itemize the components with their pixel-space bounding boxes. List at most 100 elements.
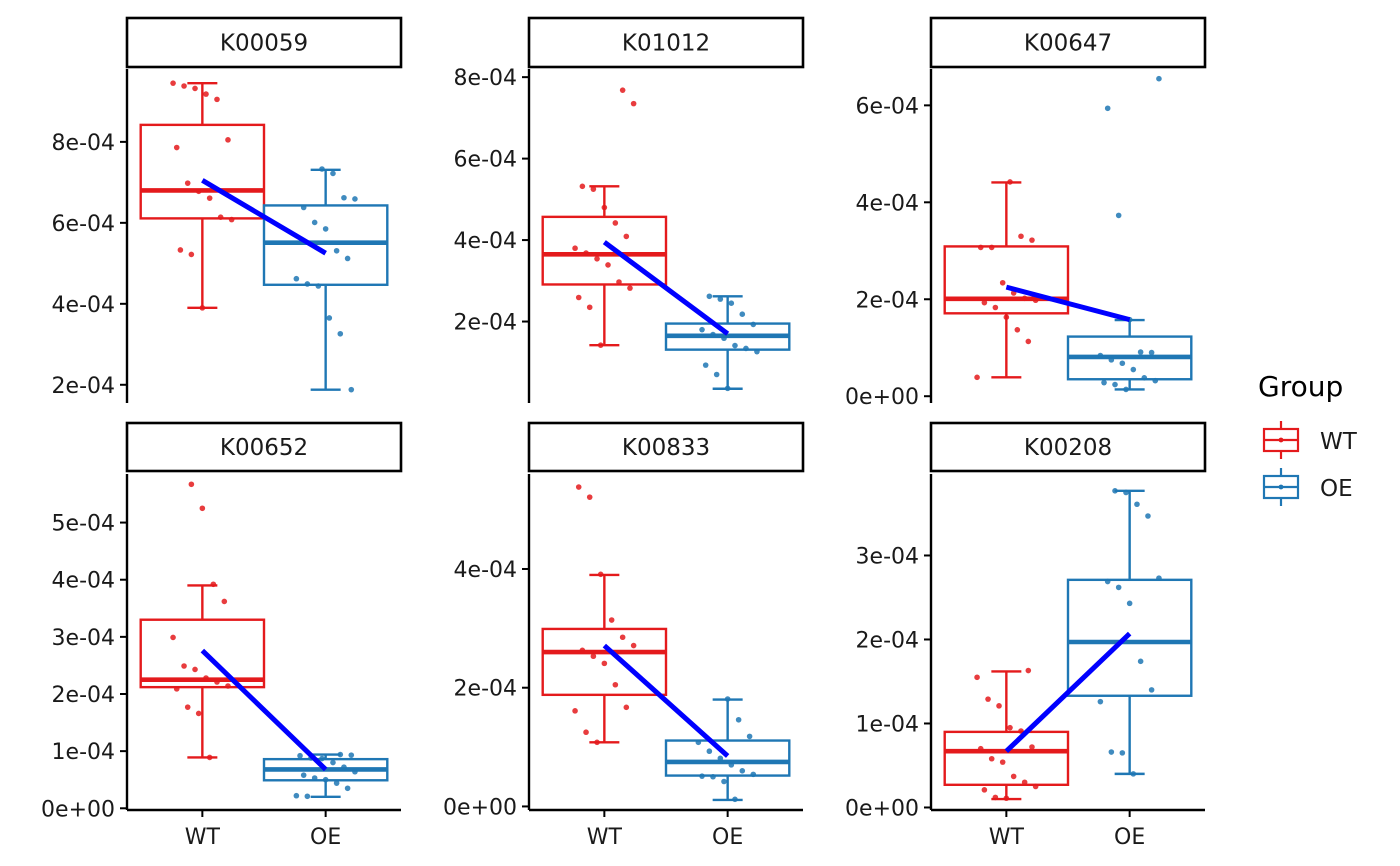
y-tick-label-k00059-2: 6e-04	[52, 212, 115, 237]
point-k00647-wt-8	[1032, 297, 1039, 304]
point-k01012-oe-1	[717, 296, 724, 302]
strip-label-k00647: K00647	[1024, 31, 1112, 57]
box-k00647-oe	[1066, 75, 1193, 393]
point-k00833-wt-10	[623, 704, 630, 711]
strip-k00208	[929, 421, 1207, 473]
point-k00652-wt-3	[221, 598, 228, 605]
point-k00647-oe-9	[1130, 366, 1137, 373]
point-k00059-oe-10	[304, 281, 311, 287]
x-tick-label-k00652-oe: OE	[310, 825, 341, 850]
point-k01012-oe-0	[706, 293, 713, 300]
legend: Group WT OE	[1258, 370, 1358, 506]
y-tick-label-k00059-1: 4e-04	[52, 293, 115, 318]
point-k00647-wt-14	[974, 374, 980, 381]
point-k00833-wt-3	[608, 617, 615, 623]
facet-panel-k00059: K00059 2e-04 4e-04 6e-04 8e-04	[52, 16, 403, 403]
strip-label-k00208: K00208	[1024, 435, 1112, 461]
box-k00833-oe	[664, 696, 791, 803]
point-k00059-oe-6	[322, 226, 329, 232]
legend-key-oe	[1262, 468, 1300, 506]
point-k00833-wt-11	[572, 708, 578, 714]
point-k00208-oe-12	[1119, 750, 1126, 756]
point-k00833-oe-7	[739, 768, 746, 774]
point-k00208-oe-4	[1156, 575, 1162, 581]
point-k00059-wt-7	[184, 180, 191, 186]
y-tick-label-k00647-0: 0e+00	[845, 385, 919, 410]
point-k00208-wt-14	[992, 794, 999, 801]
box-iqr-k00208-oe	[1066, 578, 1193, 697]
legend-label-oe: OE	[1320, 476, 1353, 502]
point-k01012-oe-10	[754, 348, 760, 355]
x-tick-label-k00208-oe: OE	[1114, 825, 1145, 850]
strip-k01012	[527, 16, 805, 69]
mean-line-k00208	[1004, 631, 1132, 754]
y-tick-label-k00647-3: 6e-04	[856, 94, 919, 119]
point-k00208-oe-6	[1115, 584, 1122, 591]
point-k00208-wt-10	[1010, 773, 1017, 780]
point-k00208-oe-7	[1126, 600, 1133, 607]
legend-label-wt: WT	[1320, 429, 1358, 455]
point-k00652-oe-7	[352, 768, 358, 775]
point-k00652-oe-2	[297, 752, 303, 759]
point-k00208-wt-2	[985, 696, 991, 702]
y-tick-label-k00652-1: 1e-04	[52, 740, 115, 765]
point-k00652-wt-12	[195, 710, 202, 717]
x-tick-label-k00833-oe: OE	[712, 825, 743, 850]
box-k01012-wt	[541, 87, 668, 348]
point-k00059-oe-7	[333, 247, 340, 254]
box-k00833-wt	[541, 484, 668, 746]
point-k00059-wt-2	[192, 85, 198, 92]
point-k00208-oe-9	[1148, 687, 1155, 693]
point-k00652-wt-10	[173, 686, 180, 692]
point-k00833-oe-4	[706, 748, 713, 755]
point-k00833-oe-6	[728, 762, 735, 768]
point-k00647-wt-5	[999, 279, 1006, 286]
point-k00059-oe-4	[300, 204, 307, 211]
point-k00647-oe-0	[1156, 75, 1162, 82]
point-k00647-wt-11	[1003, 314, 1010, 320]
point-k00059-wt-13	[188, 251, 195, 258]
y-tick-label-k00208-1: 1e-04	[856, 712, 919, 737]
point-k01012-wt-4	[601, 204, 608, 211]
point-k00208-wt-15	[1003, 795, 1010, 802]
point-k00208-wt-11	[1021, 779, 1028, 786]
point-k01012-oe-7	[721, 335, 727, 342]
box-k00652-wt	[139, 481, 266, 761]
facet-panel-k00833: K00833 0e+00 2e-04 4e-04 WT OE	[443, 421, 805, 850]
point-k00059-wt-0	[170, 80, 176, 86]
point-k00647-oe-2	[1115, 212, 1122, 219]
x-tick-label-k00833-wt: WT	[587, 825, 623, 850]
point-k00208-oe-3	[1145, 513, 1151, 519]
point-k00208-wt-9	[999, 759, 1006, 765]
facet-panels: K00059 2e-04 4e-04 6e-04 8e-04 K01012 2e-04 4e-…	[41, 16, 1207, 850]
mean-line-k00652	[200, 648, 328, 772]
point-k01012-wt-14	[586, 304, 593, 311]
legend-key-wt-point	[1278, 437, 1284, 443]
point-k00652-oe-0	[337, 751, 344, 758]
point-k00208-wt-1	[974, 674, 980, 681]
point-k01012-oe-6	[710, 331, 716, 338]
point-k00833-oe-2	[746, 733, 753, 740]
point-k00647-oe-13	[1112, 381, 1118, 388]
point-k00652-wt-1	[199, 505, 206, 512]
point-k01012-wt-15	[597, 342, 604, 348]
point-k00208-oe-2	[1134, 501, 1140, 508]
y-tick-label-k00647-1: 2e-04	[856, 288, 919, 313]
point-k00059-wt-11	[228, 216, 235, 223]
point-k00647-wt-1	[1018, 233, 1024, 240]
point-k01012-wt-1	[630, 100, 637, 107]
point-k00059-wt-12	[177, 247, 184, 253]
point-k00652-wt-4	[170, 634, 176, 641]
point-k00652-wt-6	[192, 666, 198, 673]
point-k00833-wt-13	[594, 739, 600, 746]
point-k01012-oe-2	[728, 300, 735, 307]
box-k00208-wt	[943, 667, 1070, 802]
point-k00647-wt-13	[1025, 338, 1032, 345]
point-k00647-wt-12	[1014, 327, 1021, 333]
point-k00652-oe-1	[348, 752, 355, 758]
facet-panel-k00647: K00647 0e+00 2e-04 4e-04 6e-04	[845, 16, 1207, 410]
point-k01012-wt-0	[619, 87, 626, 93]
y-tick-label-k00833-1: 2e-04	[454, 677, 517, 702]
box-iqr-k00647-wt	[943, 245, 1070, 315]
point-k00647-oe-5	[1148, 349, 1155, 356]
